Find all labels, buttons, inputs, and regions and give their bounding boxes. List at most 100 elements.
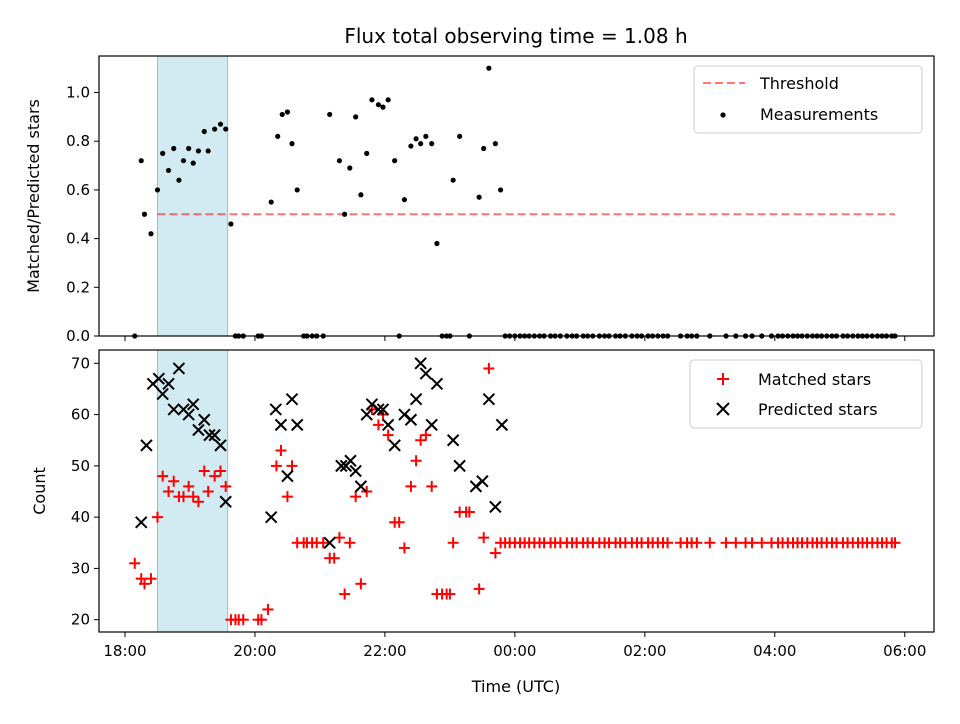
count-axes-frame [98,349,935,633]
matched-star-point [463,506,475,518]
predicted-star-point [208,428,221,442]
matched-star-point [281,491,293,503]
matched-star-point [444,588,456,600]
measurement-point [380,104,386,110]
measurement-point [154,187,161,193]
predicted-star-point [323,536,336,549]
predicted-star-point [419,367,433,380]
matched-star-point [478,532,490,544]
measurement-point [418,141,424,147]
matched-star-point [889,537,901,549]
measurement-point [141,211,148,217]
ratio-axes-frame [98,55,935,337]
legend-predicted-swatch [716,402,730,416]
legend-measurements-label: Measurements [760,105,878,124]
measurement-point [423,133,429,139]
matched-star-point [410,455,422,467]
matched-star-point [255,614,267,626]
matched-star-point [270,460,282,472]
ratio-panel: 0.0 0.2 0.4 0.6 0.8 1.0 Matched/Predicted sta… [24,55,935,345]
matched-star-point [237,614,249,626]
count-legend-box [689,359,923,429]
measurement-point [481,145,487,152]
predicted-star-point [388,439,401,452]
measurement-point [450,177,456,183]
matched-star-point [262,603,274,615]
predicted-star-point [203,428,216,442]
measurement-point [492,141,498,147]
predicted-star-point [264,510,278,524]
legend-measurements-swatch [720,112,726,118]
y-tick-label: 40 [71,508,90,526]
measurement-point [165,167,172,174]
predicted-star-point [285,393,299,406]
matched-star-point [420,429,432,441]
ratio-legend-box [693,65,923,134]
predicted-star-point [354,480,368,493]
predicted-star-point [476,475,489,488]
ratio-legend: Threshold Measurements [693,65,923,134]
matched-star-point [317,537,329,549]
matched-star-point [483,362,495,374]
measurement-point [353,114,359,120]
measurement-point [413,136,419,142]
count-panel: 18:00 20:00 22:00 00:00 02:00 04:00 06:00 20 30… [30,349,935,696]
x-tick-label: 02:00 [623,642,666,660]
predicted-star-point [152,372,165,385]
measurement-point [205,148,211,154]
y-tick-label: 30 [71,559,90,577]
matched-star-point [393,516,405,528]
matched-star-point [473,583,485,595]
x-tick-label: 22:00 [363,642,406,660]
predicted-star-point [281,469,294,483]
measurement-point [217,121,224,127]
measurement-point [327,111,333,118]
matched-star-point [151,511,163,523]
matched-star-point [405,480,417,492]
matched-star-point [704,537,716,549]
predicted-star-point [376,403,390,416]
measurement-point [223,126,229,132]
matched-star-point [691,537,703,549]
measurement-point [279,111,285,118]
measurement-point [160,150,166,156]
measurement-point [457,133,463,139]
measurement-point [171,145,177,152]
count-y-axis-label: Count [30,467,49,515]
matched-star-point [215,465,227,477]
matched-star-point [129,557,141,569]
predicted-star-point [198,413,211,426]
matched-star-point [447,537,459,549]
measurement-point [186,145,192,152]
predicted-star-point [414,357,427,370]
measurement-point [228,221,234,227]
matched-star-point [328,552,340,564]
predicted-star-point [269,403,282,416]
measurement-point [284,109,291,115]
measurement-point [434,240,440,247]
legend-predicted-label: Predicted stars [758,400,878,419]
measurement-point [212,126,218,132]
matched-star-point [202,486,214,498]
predicted-star-point [274,418,288,432]
x-tick-label: 06:00 [883,642,926,660]
predicted-star-point [135,516,148,529]
matched-star-point [183,480,195,492]
y-tick-label: 20 [71,611,90,629]
matched-star-point [382,429,394,441]
measurement-point [358,192,364,198]
matched-star-point [756,537,768,549]
measurement-point [294,187,300,193]
predicted-star-point [219,495,232,508]
predicted-star-point [482,393,496,406]
ratio-y-axis-label: Matched/Predicted stars [24,99,43,293]
predicted-star-point [495,418,509,432]
predicted-star-point [182,408,195,421]
predicted-star-point [425,418,438,432]
measurement-point [275,133,281,139]
measurement-point [408,143,414,149]
matched-star-point [192,496,204,508]
y-tick-label: 0.8 [66,132,90,150]
measurement-point [486,65,492,71]
y-tick-label: 0.2 [66,278,90,296]
